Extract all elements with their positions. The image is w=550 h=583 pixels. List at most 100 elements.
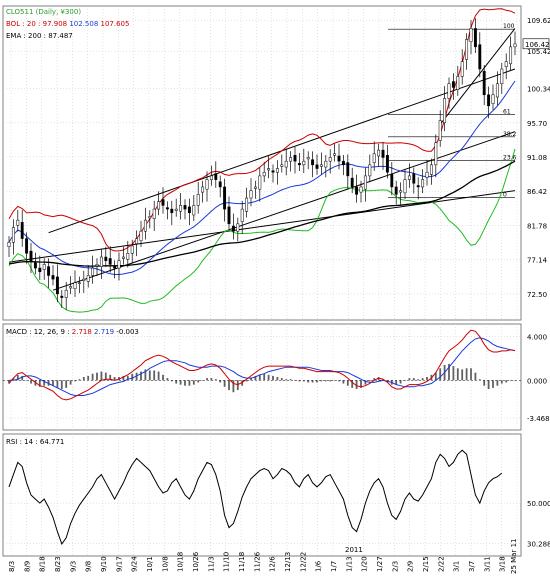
- macd-histogram-bar: [8, 380, 10, 384]
- candle-body: [513, 43, 517, 48]
- macd-histogram-bar: [74, 380, 76, 382]
- candle-body: [29, 250, 33, 261]
- macd-histogram-bar: [258, 374, 261, 381]
- candle-body: [16, 219, 20, 226]
- candle-body: [95, 264, 99, 267]
- candle-body: [478, 44, 482, 70]
- x-tick-label: 3/18: [499, 556, 507, 572]
- x-tick-label: 1/13: [345, 556, 353, 572]
- macd-histogram-bar: [421, 378, 424, 381]
- candle-body: [253, 186, 257, 189]
- x-tick-label: 2/3: [391, 561, 399, 572]
- macd-legend-part: 2.719: [92, 328, 114, 336]
- macd-histogram-bar: [12, 378, 15, 381]
- x-tick-label: 8/9: [23, 561, 31, 572]
- candle-body: [443, 98, 447, 124]
- candle-body: [170, 208, 174, 214]
- candle-body: [135, 238, 139, 244]
- candle-body: [192, 205, 196, 216]
- ema-legend: EMA : 200 : 87.487: [6, 32, 73, 40]
- candle-body: [38, 267, 42, 273]
- candle-body: [258, 175, 262, 190]
- candle-body: [25, 238, 29, 254]
- candle-body: [69, 286, 73, 289]
- candle-body: [341, 160, 345, 166]
- macd-histogram-bar: [65, 380, 68, 388]
- macd-histogram-bar: [399, 380, 402, 384]
- candle-body: [319, 164, 323, 167]
- macd-histogram-bar: [452, 366, 455, 381]
- candle-body: [64, 289, 68, 298]
- macd-histogram-bar: [118, 377, 120, 381]
- macd-line: [8, 329, 516, 401]
- ema-200-line: [8, 160, 516, 267]
- candle-body: [324, 160, 328, 168]
- candle-body: [377, 149, 381, 157]
- candle-body: [126, 253, 130, 260]
- candle-body: [425, 171, 429, 178]
- candle-body: [201, 186, 205, 193]
- candle-body: [196, 194, 200, 206]
- rsi-tick-label: 50.000: [527, 500, 550, 508]
- macd-histogram-bar: [170, 380, 173, 382]
- macd-histogram-bar: [404, 380, 406, 381]
- macd-histogram-bar: [232, 380, 235, 393]
- macd-histogram-bar: [263, 373, 266, 381]
- candle-body: [161, 199, 165, 206]
- macd-histogram-bar: [69, 380, 72, 385]
- candle-body: [157, 201, 161, 210]
- x-tick-label: 3/11: [483, 556, 491, 572]
- macd-histogram-bar: [250, 378, 252, 381]
- x-tick-label: 3/7: [468, 561, 476, 572]
- macd-histogram-bar: [426, 377, 428, 381]
- rsi-line: [8, 449, 503, 545]
- candle-body: [91, 267, 95, 276]
- macd-legend-part: MACD : 12, 26, 9 :: [6, 328, 70, 336]
- fib-label: 61: [503, 109, 511, 116]
- macd-histogram-bar: [316, 380, 318, 383]
- candle-body: [271, 170, 275, 173]
- candle-body: [469, 28, 473, 42]
- price-tick-label: 72.50: [527, 291, 547, 299]
- macd-histogram-bar: [509, 380, 512, 381]
- macd-histogram-bar: [153, 370, 156, 381]
- macd-histogram-bar: [373, 378, 376, 381]
- fib-label: 23.6: [503, 154, 517, 161]
- macd-histogram-bar: [355, 380, 358, 389]
- x-tick-label: 8/18: [39, 556, 47, 572]
- macd-histogram-bar: [144, 369, 147, 381]
- macd-histogram-bar: [245, 380, 248, 382]
- candle-body: [346, 162, 350, 177]
- x-tick-label: 12/22: [299, 552, 307, 572]
- candle-body: [403, 179, 407, 194]
- price-panel: [2, 5, 522, 321]
- candle-body: [249, 190, 253, 199]
- candle-body: [385, 155, 389, 173]
- macd-histogram-bar: [52, 380, 54, 386]
- candle-body: [429, 164, 433, 175]
- macd-histogram-bar: [333, 380, 336, 381]
- candle-body: [372, 153, 376, 163]
- macd-histogram-bar: [206, 378, 208, 381]
- macd-histogram-bar: [122, 375, 125, 381]
- candle-body: [223, 186, 227, 210]
- macd-histogram-bar: [219, 380, 222, 383]
- fib-label: 100: [503, 23, 515, 30]
- candle-body: [407, 175, 411, 180]
- candle-body: [60, 295, 64, 298]
- candle-body: [381, 149, 385, 158]
- macd-histogram-bar: [329, 380, 332, 382]
- macd-histogram-bar: [254, 375, 257, 381]
- macd-legend-part: 2.718: [70, 328, 92, 336]
- macd-histogram-bar: [276, 377, 279, 381]
- macd-histogram-bar: [346, 380, 349, 386]
- price-tick-label: 100.34: [527, 86, 550, 94]
- candle-body: [355, 186, 359, 195]
- candle-body: [500, 68, 504, 84]
- x-tick-label: 3/1: [453, 561, 461, 572]
- macd-histogram-bar: [228, 380, 230, 391]
- macd-histogram-bar: [448, 363, 450, 381]
- trend-mid-line: [8, 190, 516, 263]
- candle-body: [227, 206, 231, 225]
- x-tick-label: 8/3: [8, 561, 16, 572]
